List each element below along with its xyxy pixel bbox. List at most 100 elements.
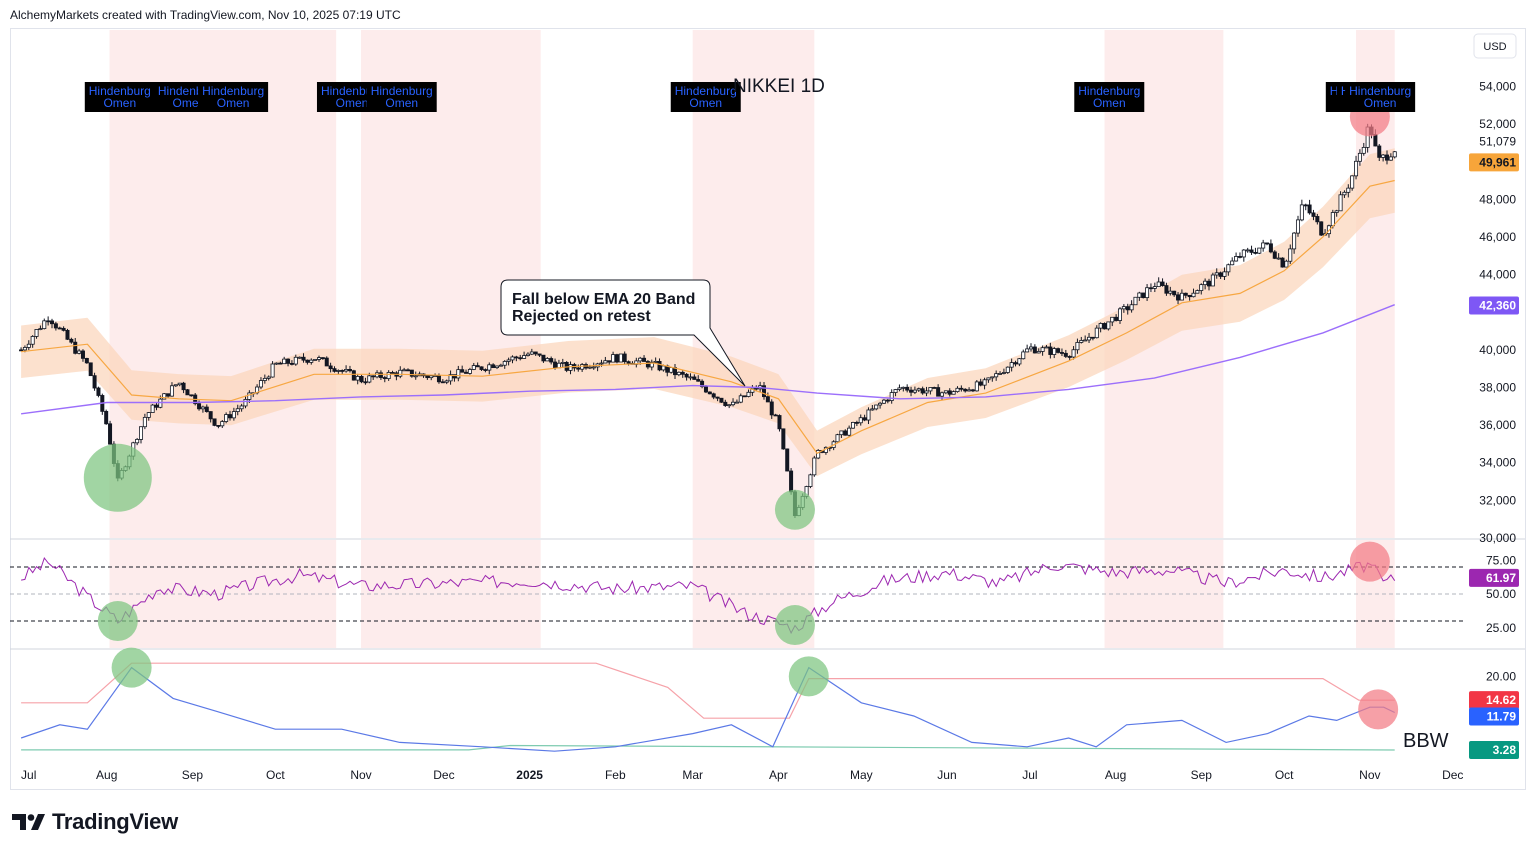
candle-body [80,350,85,359]
currency-button[interactable]: USD [1473,33,1517,59]
bbw-panel[interactable] [20,662,1395,752]
candle-body [22,347,27,351]
candle-body [266,376,271,379]
candle-body [1102,323,1107,330]
candle-body [932,387,937,389]
candle-body [406,369,411,372]
candle-body [38,328,43,331]
candle-body [661,365,666,371]
hindenburg-label-text: Omen [336,96,369,110]
candle-body [901,386,906,389]
candle-body [286,358,291,364]
candle-body [1179,292,1184,301]
candle-body [185,389,190,396]
candle-body [231,411,236,419]
candle-body [1303,204,1308,207]
candle-body [262,377,267,381]
candle-body [897,387,902,390]
candle-body [676,371,681,376]
candle-body [1056,348,1061,353]
hindenburg-label-text: Omen [1093,96,1126,110]
candle-body [711,393,716,398]
candle-body [378,372,383,378]
candle-body [1330,212,1335,227]
candle-body [638,357,643,362]
rsi-panel[interactable] [10,556,1466,635]
hindenburg-label-text: Hindenburg [89,84,151,98]
candle-body [1106,321,1111,330]
time-axis-tick: Oct [266,768,285,782]
candle-body [618,353,623,363]
candle-body [239,405,244,410]
candle-body [1025,348,1030,353]
candle-body [305,359,310,363]
candle-body [371,375,376,378]
candle-body [1354,160,1359,177]
candle-body [1361,146,1366,154]
sma200-line [21,304,1395,415]
candle-body [986,377,991,381]
candle-body [603,360,608,364]
candle-body [1071,349,1076,358]
candle-body [1183,292,1188,296]
candle-body [854,422,859,424]
hindenburg-label-text: Hindenburg [675,84,737,98]
candle-body [626,361,631,364]
candle-body [1357,152,1362,162]
candle-body [220,421,225,427]
candle-body [456,369,461,379]
candle-body [924,390,929,394]
price-session-high: 51,079 [1479,134,1516,148]
signal-markers [83,96,1399,730]
time-axis-tick: May [850,768,873,782]
candle-body [135,439,140,444]
candle-body [1156,281,1161,288]
candle-body [688,376,693,379]
candle-body [1338,194,1343,212]
candle-body [719,397,724,403]
candle-body [243,399,248,407]
candle-body [1125,306,1130,311]
candle-body [166,393,171,397]
hindenburg-label-text: Hindenburg [1078,84,1140,98]
candle-body [154,404,159,408]
rsi-axis-tick: 25.00 [1486,621,1516,635]
hindenburg-label-text: Omen [1364,96,1397,110]
candle-body [212,418,217,426]
candle-body [467,369,472,374]
candle-body [881,399,886,404]
candle-body [1350,175,1355,189]
candle-body [471,365,476,370]
candle-body [92,375,97,389]
tradingview-logo[interactable]: TradingView [12,809,178,835]
hindenburg-label-box [198,82,269,112]
bbw-axis-tick: 20.00 [1486,669,1516,683]
candle-body [1152,286,1157,289]
candle-body [1257,247,1262,254]
candle-body [1164,285,1169,294]
candle-body [1013,362,1018,365]
bbw-value-badge: 11.79 [1469,707,1519,726]
candle-body [26,343,31,348]
candle-body [781,428,786,450]
candle-body [1241,249,1246,258]
candle-body [959,387,964,390]
candle-body [785,448,790,472]
price-panel[interactable] [19,123,1397,519]
candle-body [847,427,852,436]
candle-body [386,372,391,380]
candle-body [943,390,948,394]
candle-body [738,395,743,403]
candle-body [1384,154,1389,161]
candle-body [576,367,581,370]
candle-body [715,396,720,399]
candle-body [1199,284,1204,291]
bbw-low-badge: 3.28 [1469,740,1519,759]
candle-body [189,394,194,397]
candle-body [173,384,178,387]
